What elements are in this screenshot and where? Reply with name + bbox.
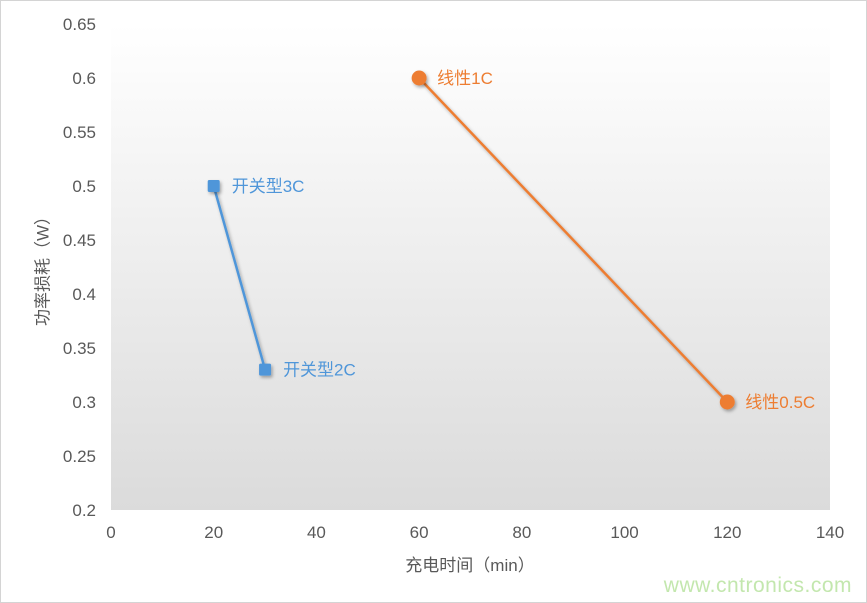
y-tick-label: 0.2: [72, 501, 96, 520]
y-tick-label: 0.5: [72, 177, 96, 196]
plot-area-background: [111, 24, 830, 510]
y-tick-label: 0.45: [63, 231, 96, 250]
y-tick-label: 0.35: [63, 339, 96, 358]
x-tick-label: 20: [204, 523, 223, 542]
y-tick-label: 0.65: [63, 15, 96, 34]
data-point-label: 开关型2C: [283, 361, 356, 380]
x-tick-label: 140: [816, 523, 844, 542]
y-tick-label: 0.25: [63, 447, 96, 466]
x-tick-label: 120: [713, 523, 741, 542]
data-point-label: 开关型3C: [232, 177, 305, 196]
data-point-marker: [411, 70, 427, 86]
x-tick-label: 80: [512, 523, 531, 542]
y-tick-label: 0.6: [72, 69, 96, 88]
data-point-marker: [719, 394, 735, 410]
x-tick-label: 0: [106, 523, 115, 542]
y-axis-title: 功率损耗（W）: [33, 207, 53, 327]
x-axis-title: 充电时间（min）: [405, 556, 535, 575]
y-tick-label: 0.4: [72, 285, 96, 304]
y-tick-label: 0.55: [63, 123, 96, 142]
series-line-1: [417, 76, 729, 404]
x-tick-label: 40: [307, 523, 326, 542]
x-tick-label: 60: [410, 523, 429, 542]
data-point-label: 线性1C: [437, 69, 493, 88]
data-point-marker: [259, 363, 272, 376]
x-tick-label: 100: [610, 523, 638, 542]
watermark: www.cntronics.com: [663, 574, 852, 597]
data-point-label: 线性0.5C: [745, 393, 815, 412]
y-tick-label: 0.3: [72, 393, 96, 412]
data-point-marker: [207, 180, 220, 192]
series-line-0: [212, 184, 267, 371]
